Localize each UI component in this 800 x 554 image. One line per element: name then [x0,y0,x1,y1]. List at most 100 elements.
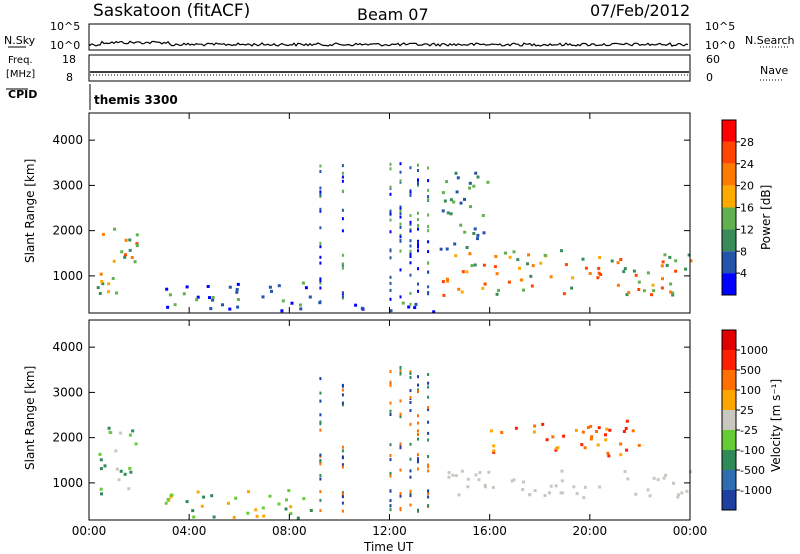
data-point [409,222,412,226]
data-point [674,259,678,263]
data-point [676,495,680,499]
power-colorbar: 28 24 20 16 12 8 4 [721,119,754,296]
data-point [414,302,418,306]
data-point [389,230,392,234]
data-point [427,469,430,473]
colorbar-tick-label: 28 [740,136,754,149]
data-point [632,269,636,273]
data-point [99,487,103,491]
data-point [341,253,344,257]
data-point [409,376,412,379]
data-point [99,458,103,462]
data-point [484,485,487,489]
data-point [554,484,558,488]
data-point [399,506,402,510]
data-point [586,426,590,429]
colorbar-tick-label: 20 [740,180,754,193]
data-point [341,171,344,175]
data-point [588,272,592,275]
data-point [495,292,499,296]
data-point [407,305,411,309]
data-point [427,420,430,424]
data-point [531,264,535,268]
y-tick-label: 3000 [52,385,83,399]
data-point [319,170,322,173]
data-point [127,487,131,491]
data-point [268,285,272,289]
data-point [399,179,402,183]
data-point [518,266,521,270]
data-point [417,453,419,457]
data-point [341,492,344,496]
data-point [665,263,669,267]
colorbar-frame [721,329,737,511]
data-point [98,452,102,456]
data-point [427,225,430,229]
data-point [662,476,666,480]
data-point [570,286,574,290]
data-point [516,258,520,262]
data-point [130,256,134,259]
data-point [270,289,273,293]
data-point [389,458,392,462]
data-point [427,406,430,409]
data-point [389,443,392,447]
data-point [208,296,211,300]
data-point [427,166,430,170]
data-point [107,426,111,430]
data-point [236,298,240,301]
data-point [409,401,412,404]
data-point [399,222,402,226]
data-point [685,489,689,493]
data-point [527,253,530,257]
data-point [634,492,638,496]
colorbar-tick-label: -100 [740,444,765,457]
data-point [389,256,392,260]
colorbar-swatch [722,273,736,295]
data-point [319,474,322,477]
data-point [389,401,392,405]
data-point [473,263,477,267]
data-point [476,175,480,179]
colorbar-swatch [722,350,736,370]
data-point [465,270,469,274]
data-point [427,463,430,467]
data-point [483,282,487,286]
data-point [409,469,412,473]
colorbar-swatch [722,141,736,164]
data-point [466,477,470,481]
data-point [463,230,467,234]
data-point [255,514,259,518]
data-point [399,205,402,209]
data-point [389,309,393,313]
data-point [543,253,547,257]
data-point [604,438,608,442]
data-point [492,449,496,453]
data-point [409,422,412,426]
data-point [413,306,417,310]
data-point [656,478,660,482]
data-point [460,469,464,473]
data-point [539,261,543,265]
data-point [454,254,458,258]
data-point [119,431,122,435]
velocity-y-axis: 1000 2000 3000 4000 [52,340,690,490]
data-point [107,290,110,294]
data-point [319,428,322,432]
data-point [493,265,497,269]
data-point [354,303,358,307]
data-point [302,497,306,501]
data-point [319,377,322,381]
data-point [562,292,566,296]
data-point [507,280,511,284]
time-x-axis: 00:00 04:00 08:00 12:00 16:00 20:00 00:00 [72,113,707,538]
data-point [341,266,344,270]
data-point [417,239,419,243]
data-point [319,164,322,168]
colorbar-swatch [722,207,736,230]
data-point [607,454,611,458]
data-point [341,189,344,193]
data-point [554,448,558,452]
data-point [319,279,322,283]
data-point [120,250,124,254]
